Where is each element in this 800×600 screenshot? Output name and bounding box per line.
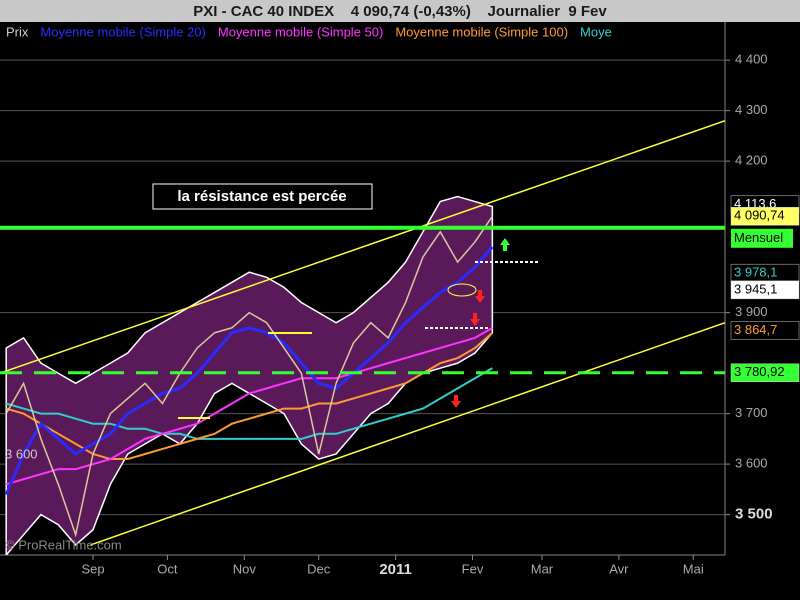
x-tick-label: Mar (531, 561, 554, 576)
legend-entry: Moyenne mobile (Simple 100) (395, 24, 568, 39)
y-tick-label: 4 400 (735, 52, 768, 67)
x-tick-label: 2011 (379, 561, 412, 578)
y-tick-label: 4 200 (735, 153, 768, 168)
y-tick-label: 3 500 (735, 506, 773, 523)
watermark: © ProRealTime.com (5, 537, 122, 552)
overlay: la résistance est percée © ProRealTime.c… (5, 183, 538, 552)
annotation-box (152, 183, 373, 210)
level-label: Mensuel (734, 230, 783, 245)
legend-entry: Prix (6, 24, 29, 39)
channel-line (0, 120, 725, 374)
y-tick-label: 3 700 (735, 405, 768, 420)
price-label: 3 945,1 (734, 281, 777, 296)
x-tick-label: Fev (462, 561, 484, 576)
price-label-box (730, 363, 800, 383)
x-tick-label: Dec (307, 561, 331, 576)
y-tick-label: 3 600 (735, 456, 768, 471)
level-label-box (731, 228, 793, 248)
price-label-box (730, 321, 800, 340)
price-label: 3 978,1 (734, 265, 777, 280)
left-label: 3 600 (5, 447, 38, 462)
x-tick-label: Mai (683, 561, 704, 576)
price-line (5, 215, 493, 538)
title-bar (0, 0, 800, 22)
annotation-text: la résistance est percée (177, 188, 346, 205)
legend-entry: Moyenne mobile (Simple 20) (40, 24, 205, 39)
moving-average (4, 246, 494, 495)
moving-average (5, 332, 494, 461)
arrow-down (470, 313, 480, 326)
legend-entry: Moye (580, 24, 612, 39)
channel-line (90, 322, 725, 546)
price-label-box (730, 207, 800, 226)
arrow-down (475, 290, 485, 303)
x-tick-label: Oct (157, 561, 178, 576)
price-label-box (730, 280, 800, 300)
chart-title: PXI - CAC 40 INDEX 4 090,74 (-0,43%) Jou… (193, 3, 607, 20)
arrow-up (500, 238, 510, 251)
y-tick-label: 4 300 (735, 102, 768, 117)
x-tick-label: Nov (233, 561, 257, 576)
moving-average (5, 326, 493, 486)
moving-average (5, 367, 493, 440)
price-label: 3 864,7 (734, 322, 777, 337)
legend-entry: Moyenne mobile (Simple 50) (218, 24, 383, 39)
arrow-down (451, 395, 461, 408)
y-tick-label: 3 900 (735, 304, 768, 319)
x-tick-label: Sep (81, 561, 104, 576)
price-label: 3 780,92 (734, 364, 785, 379)
price-label: 4 090,74 (734, 208, 785, 223)
plot-area (0, 59, 725, 555)
highlight-ellipse (447, 283, 477, 297)
x-tick-label: Avr (609, 561, 629, 576)
